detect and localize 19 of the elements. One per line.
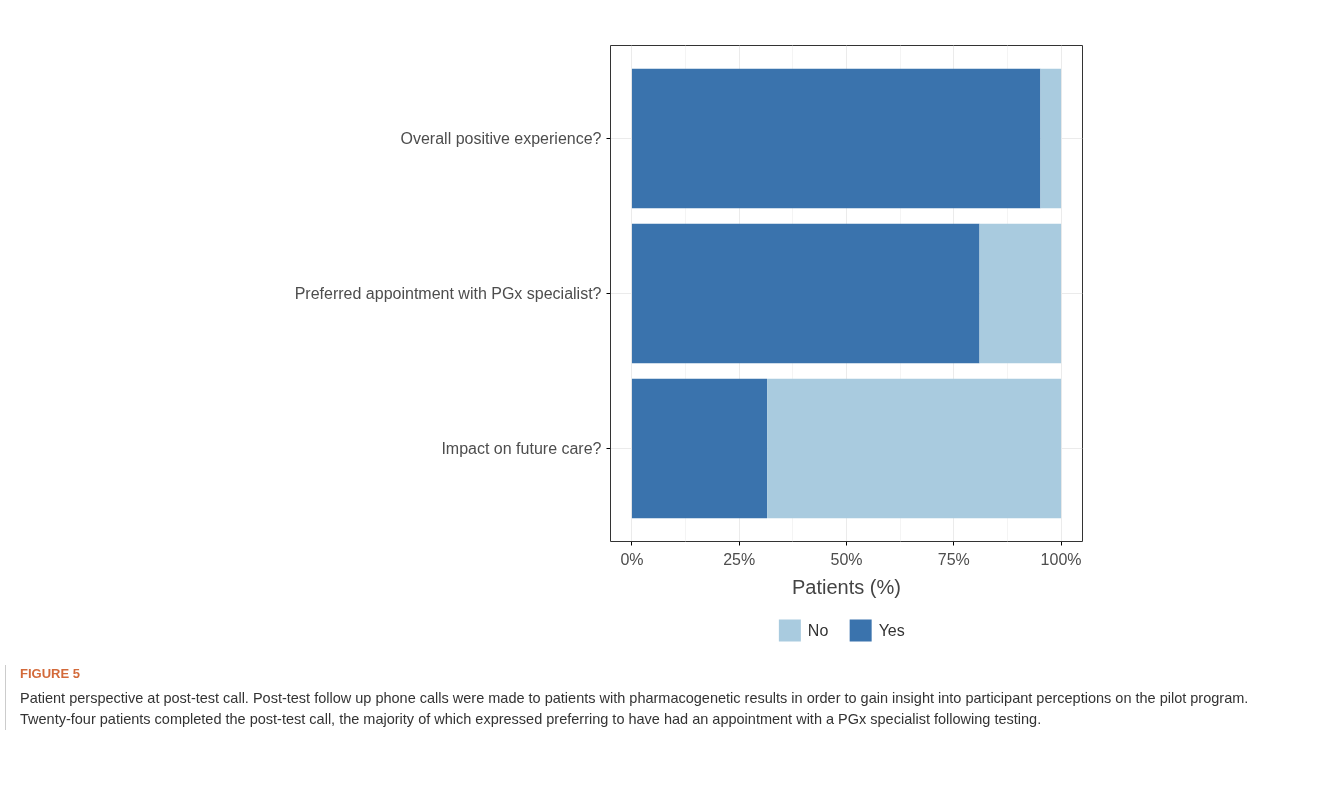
legend-label: Yes [878,622,905,639]
bar [631,68,1041,209]
text: Patient perspective at post-test call. Post-test follow up phone calls were made to patients with pharmacogenetic results in order to gain insight into participant perceptions on the pilot program. Twenty-four patients completed the post-test call, the majority of which expressed preferring to have had an appointment with a PGx specialist following testing. [20,688,1250,729]
y-tick-label: Overall positive experience? [400,130,602,147]
legend-label: No [807,622,829,639]
caption: FIGURE 5 [20,665,81,683]
bar [631,378,768,519]
y-tick-label: Impact on future care? [441,440,602,457]
x-tick-label: 75% [937,550,970,568]
bar [767,378,1062,519]
x-axis-title: Patients (%) [792,575,901,598]
bar [1040,68,1062,209]
x-tick-label: 50% [830,550,863,568]
y-tick-label: Preferred appointment with PGx specialist? [294,285,602,302]
bar [631,223,980,364]
x-tick-label: 0% [620,550,644,568]
x-tick-label: 100% [1040,550,1082,568]
bar [979,223,1062,364]
x-tick-label: 25% [723,550,756,568]
